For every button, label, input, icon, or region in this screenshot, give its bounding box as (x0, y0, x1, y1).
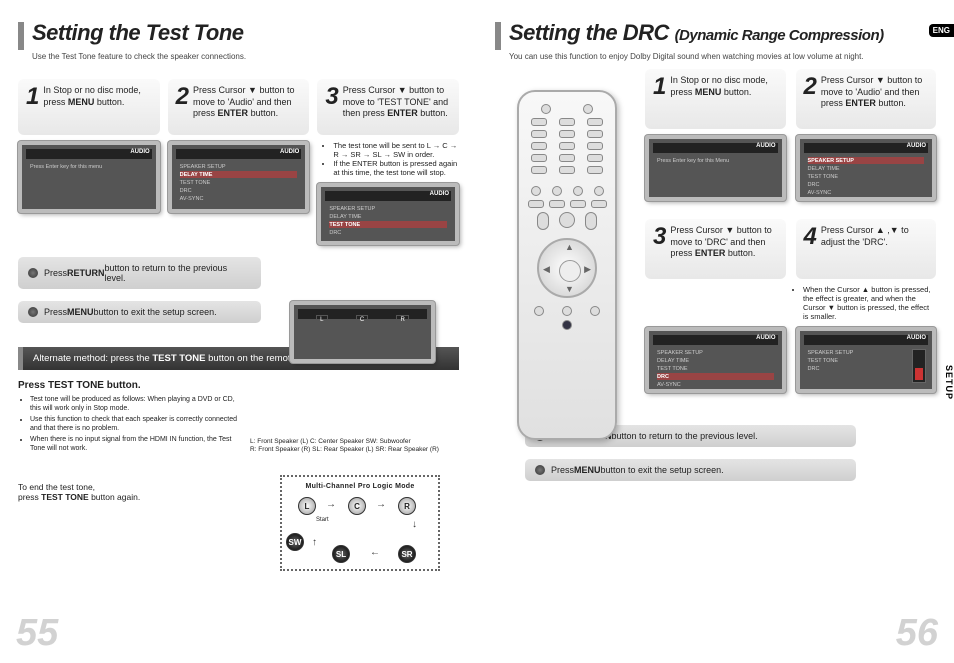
menu-instruction: Press MENU button to exit the setup scre… (18, 301, 261, 323)
manual-spread: Setting the Test Tone Use the Test Tone … (0, 0, 954, 663)
title-accent-bar (495, 22, 501, 50)
end-test-tone-line2: press TEST TONE button again. (18, 492, 247, 502)
press-test-tone: Press TEST TONE button. (18, 380, 247, 391)
page-title: Setting the DRC (Dynamic Range Compressi… (509, 20, 884, 46)
osd-screenshot-3: AUDIO SPEAKER SETUP DELAY TIME TEST TONE… (317, 183, 459, 245)
step-2: 2 Press Cursor ▼ button to move to 'Audi… (168, 79, 310, 135)
title-block: Setting the Test Tone (18, 20, 459, 50)
menu-instruction: Press MENU button to exit the setup scre… (525, 459, 856, 481)
page-number: 55 (16, 612, 58, 655)
title-block: Setting the DRC (Dynamic Range Compressi… (495, 20, 936, 50)
speaker-L-icon: L (298, 497, 316, 515)
step-number: 2 (176, 85, 189, 109)
page-title: Setting the Test Tone (32, 20, 244, 46)
osd-screenshot-r4: AUDIO SPEAKER SETUP TEST TONE DRC (796, 327, 937, 393)
osd-screenshot-2: AUDIO SPEAKER SETUP DELAY TIME TEST TONE… (168, 141, 310, 213)
osd-screenshot-r3: AUDIO SPEAKER SETUP DELAY TIME TEST TONE… (645, 327, 786, 393)
page-subtitle: Use the Test Tone feature to check the s… (32, 52, 459, 61)
step-text: In Stop or no disc mode, press MENU butt… (43, 85, 151, 108)
remote-control-illustration: ▲ ▼ ◀ ▶ (517, 90, 617, 440)
speaker-R-icon: R (398, 497, 416, 515)
step-1: 1 In Stop or no disc mode, press MENU bu… (18, 79, 160, 135)
osd-screenshot-1: AUDIO Press Enter key for this menu (18, 141, 160, 213)
page-left: Setting the Test Tone Use the Test Tone … (0, 0, 477, 663)
osd-screenshot-r2: AUDIO SPEAKER SETUP DELAY TIME TEST TONE… (796, 135, 937, 201)
step-text: Press Cursor ▼ button to move to 'TEST T… (343, 85, 451, 120)
step-number: 1 (26, 85, 39, 109)
speaker-C-icon: C (348, 497, 366, 515)
step-3: 3 Press Cursor ▼ button to move to 'DRC'… (645, 219, 786, 279)
diagram-start-label: Start (316, 517, 329, 523)
page-number: 56 (896, 612, 938, 655)
language-badge: ENG (929, 24, 954, 37)
title-accent-bar (18, 22, 24, 50)
end-test-tone-line1: To end the test tone, (18, 482, 247, 492)
step-3: 3 Press Cursor ▼ button to move to 'TEST… (317, 79, 459, 135)
osd-screenshot-4: L C R (290, 301, 435, 363)
speaker-legend: L: Front Speaker (L) C: Center Speaker S… (250, 438, 450, 455)
step-4: 4 Press Cursor ▲ ,▼ to adjust the 'DRC'. (796, 219, 937, 279)
step-1: 1 In Stop or no disc mode, press MENU bu… (645, 69, 786, 129)
return-instruction: Press RETURN button to return to the pre… (18, 257, 261, 289)
steps-row: 1 In Stop or no disc mode, press MENU bu… (18, 79, 459, 135)
step3-notes: The test tone will be sent to L → C → R … (325, 141, 459, 177)
speaker-SW-icon: SW (286, 533, 304, 551)
speaker-diagram: Multi-Channel Pro Logic Mode L C R SW SL… (280, 475, 440, 571)
page-right: ENG SETUP Setting the DRC (Dynamic Range… (477, 0, 954, 663)
setup-tab: SETUP (944, 365, 954, 400)
speaker-SL-icon: SL (332, 545, 350, 563)
page-subtitle: You can use this function to enjoy Dolby… (509, 52, 936, 61)
dpad-icon: ▲ ▼ ◀ ▶ (537, 238, 597, 298)
step-text: Press Cursor ▼ button to move to 'Audio'… (193, 85, 301, 120)
osd-screenshot-r1: AUDIO Press Enter key for this Menu (645, 135, 786, 201)
speaker-SR-icon: SR (398, 545, 416, 563)
drc-note: When the Cursor ▲ button is pressed, the… (795, 285, 936, 321)
step-2: 2 Press Cursor ▼ button to move to 'Audi… (796, 69, 937, 129)
test-tone-subsection: Press TEST TONE button. Test tone will b… (18, 380, 247, 502)
step-number: 3 (325, 85, 338, 109)
